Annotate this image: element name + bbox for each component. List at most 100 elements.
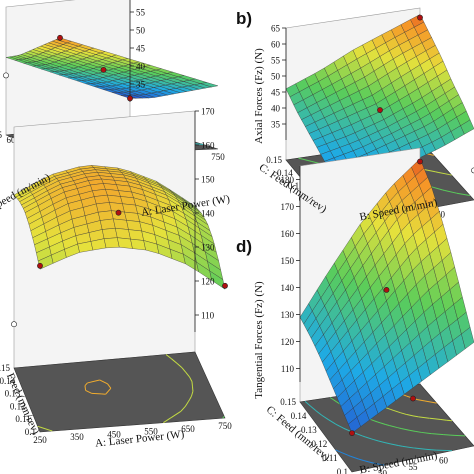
design-point [222, 282, 228, 289]
floor-contour-segment [397, 427, 402, 430]
z-tick-label: 40 [271, 104, 281, 114]
floor-contour-segment [84, 382, 88, 387]
z-tick-label: 50 [136, 26, 146, 36]
floor-contour-segment [363, 460, 371, 463]
z-tick-label: 140 [201, 209, 215, 219]
floor-contour-segment [406, 414, 414, 417]
floor-contour-segment [328, 419, 336, 425]
floor-contour-segment [418, 416, 430, 419]
x-tick-label: 55 [409, 462, 419, 472]
floor-contour-segment [87, 379, 100, 384]
floor-contour-segment [40, 426, 53, 432]
panel-letter-b: b) [236, 9, 252, 28]
design-point [377, 107, 383, 113]
surface-cell [461, 326, 474, 350]
floor-contour-segment [358, 458, 364, 461]
floor-contour-segment [84, 385, 87, 391]
x-tick-label: 350 [70, 432, 84, 442]
floor-contour-segment [348, 455, 351, 457]
floor-contour-segment [432, 433, 444, 436]
floor-contour-segment [170, 416, 173, 419]
z-tick-label: 180 [281, 175, 295, 185]
z-axis-label-d: Tangential Forces (Fz) (N) [253, 281, 265, 399]
surface-cell [117, 237, 133, 249]
surface-cell [103, 237, 120, 249]
floor-contour-segment [415, 430, 422, 433]
floor-contour-segment [180, 406, 186, 412]
floor-contour-segment [446, 419, 453, 422]
floor-contour-segment [335, 449, 340, 453]
z-tick-label: 35 [136, 80, 146, 90]
surface-cell [96, 202, 112, 213]
floor-contour-segment [409, 429, 416, 432]
floor-contour-segment [310, 405, 317, 412]
floor-contour-segment [424, 400, 433, 403]
y-tick-label: 0.14 [0, 376, 16, 386]
x-tick-label: 250 [33, 435, 47, 445]
design-point [115, 209, 122, 216]
floor-contour-segment [315, 410, 323, 416]
floor-contour-segment [329, 397, 337, 403]
floor-contour-segment [456, 192, 471, 196]
floor-contour-segment [181, 367, 187, 373]
floor-contour-segment [99, 379, 108, 385]
y-tick-label: 0.11 [322, 453, 337, 463]
floor-contour-segment [170, 357, 172, 360]
x-tick-label: 450 [107, 429, 121, 439]
design-point [11, 321, 17, 328]
y-tick-label: 0.1 [25, 427, 36, 437]
floor-contour-segment [449, 174, 452, 176]
x-tick-label: 60 [436, 209, 446, 219]
floor-contour-segment [390, 443, 399, 447]
floor-contour-segment [190, 391, 194, 397]
z-tick-label: 120 [201, 277, 215, 287]
floor-contour-segment [398, 445, 403, 447]
floor-contour-segment [184, 401, 189, 407]
floor-contour-segment [165, 354, 172, 359]
floor-contour-segment [307, 160, 312, 162]
z-tick-label: 55 [136, 8, 146, 18]
surface-cell [126, 220, 142, 232]
y-tick-label: 0.13 [301, 425, 317, 435]
floor-contour-segment [384, 442, 392, 445]
z-tick-label: 170 [201, 107, 215, 117]
y-tick-label: 0.15 [266, 155, 282, 165]
floor-contour-segment [372, 438, 379, 442]
floor-contour-segment [385, 423, 390, 426]
z-tick-label: 160 [281, 229, 295, 239]
y-tick-label: 0.13 [5, 389, 21, 399]
surface-cell [128, 229, 144, 241]
design-point [417, 14, 423, 21]
floor-contour-segment [188, 399, 190, 402]
z-tick-label: 130 [281, 310, 295, 320]
y-tick-label: 60 [7, 135, 17, 145]
floor-contour-segment [321, 414, 329, 421]
floor-contour-segment [431, 401, 437, 404]
z-tick-label: 150 [281, 256, 295, 266]
y-tick-label: 0.12 [10, 401, 26, 411]
surface-cell [113, 218, 129, 230]
y-tick-label: 0.15 [280, 397, 296, 407]
y-tick-label: 0.15 [0, 363, 11, 373]
z-tick-label: 55 [271, 56, 281, 66]
design-point [349, 430, 355, 436]
floor-contour-segment [222, 416, 225, 419]
floor-contour-segment [375, 463, 385, 466]
floor-contour-segment [91, 392, 102, 395]
floor-contour-segment [37, 425, 41, 428]
panel-letter-d: d) [236, 237, 252, 256]
surface-cell [209, 270, 226, 290]
surface-cell [130, 238, 146, 251]
floor-contour-segment [402, 445, 414, 449]
floor-contour-segment [350, 455, 359, 460]
floor-contour-segment [85, 389, 93, 394]
floor-contour-segment [421, 431, 432, 435]
design-point [383, 286, 390, 293]
z-tick-label: 110 [201, 311, 215, 321]
floor-contour-segment [105, 387, 112, 394]
surface-cell [115, 228, 131, 240]
y-tick-label: 0.13 [288, 181, 304, 191]
floor-contour-segment [163, 417, 171, 424]
design-point [417, 158, 423, 165]
z-tick-label: 120 [281, 337, 295, 347]
